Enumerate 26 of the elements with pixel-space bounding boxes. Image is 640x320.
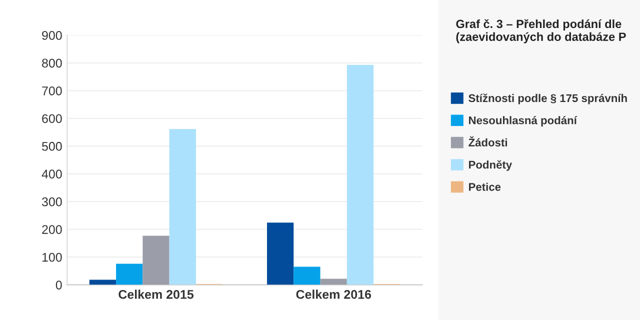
y-tick-label: 0 <box>56 280 62 290</box>
bar <box>169 128 196 285</box>
bar <box>116 264 143 285</box>
bar <box>267 222 294 285</box>
y-tick-label: 100 <box>42 252 62 262</box>
legend-label: Stížnosti podle § 175 správníh <box>468 94 627 104</box>
y-tick-label: 200 <box>42 225 62 234</box>
bar <box>294 266 320 285</box>
bar <box>346 64 374 285</box>
y-tick-label: 300 <box>42 197 62 206</box>
text: Graf č. 3 – Přehled podání dle (zaevidovaných do databáze P <box>456 19 626 44</box>
y-tick-label: 400 <box>42 170 62 179</box>
y-tick-label: 800 <box>42 58 62 68</box>
bar <box>142 236 170 285</box>
y-tick-label: 600 <box>42 114 62 124</box>
bar <box>89 280 116 285</box>
y-tick-label: 900 <box>42 31 62 40</box>
x-tick-label: Celkem 2015 <box>118 290 194 299</box>
y-tick-label: 700 <box>42 86 62 96</box>
bar <box>320 278 347 285</box>
legend-label: Žádosti <box>468 136 507 146</box>
legend-label: Podněty <box>469 160 512 171</box>
y-tick-label: 500 <box>42 142 62 151</box>
x-tick-label: Celkem 2016 <box>296 290 372 299</box>
legend-label: Petice <box>469 182 501 191</box>
legend-label: Nesouhlasná podání <box>469 116 578 126</box>
